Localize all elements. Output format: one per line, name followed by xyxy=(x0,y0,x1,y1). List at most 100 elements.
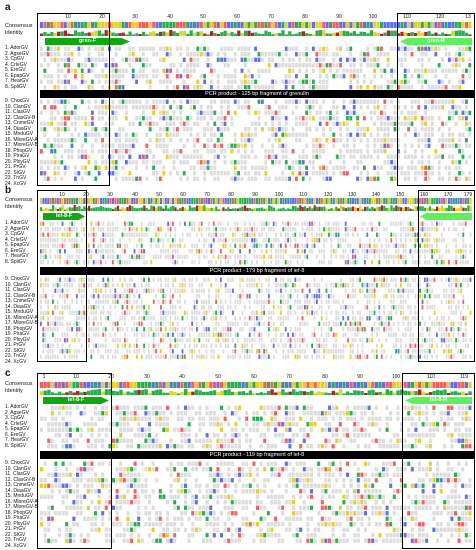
alignment-cell xyxy=(261,85,264,90)
alignment-cell xyxy=(376,249,378,254)
alignment-cell xyxy=(437,63,441,68)
alignment-cell xyxy=(196,79,200,84)
alignment-cell xyxy=(421,327,424,332)
alignment-cell xyxy=(337,321,340,326)
alignment-cell xyxy=(416,354,419,359)
identity-bar xyxy=(428,392,433,395)
alignment-cell xyxy=(233,110,237,115)
alignment-cell xyxy=(354,260,357,265)
alignment-cell xyxy=(424,232,426,237)
alignment-cell xyxy=(424,294,426,299)
alignment-cell xyxy=(142,68,145,73)
alignment-cell xyxy=(198,332,201,337)
alignment-cell xyxy=(366,283,369,288)
alignment-cell xyxy=(150,321,153,326)
alignment-cell xyxy=(434,99,438,104)
consensus-cell xyxy=(160,198,162,204)
alignment-cell xyxy=(400,288,402,293)
alignment-cell xyxy=(104,232,107,237)
alignment-cell xyxy=(298,116,302,121)
alignment-cell xyxy=(196,176,200,181)
alignment-cell xyxy=(246,349,249,354)
alignment-cell xyxy=(409,310,412,315)
alignment-cell xyxy=(223,160,227,165)
alignment-cell xyxy=(76,249,78,254)
alignment-cell xyxy=(366,354,369,359)
identity-bar xyxy=(274,392,278,395)
alignment-cell xyxy=(80,154,84,159)
alignment-cell xyxy=(260,243,263,248)
alignment-cell xyxy=(76,232,78,237)
consensus-cell xyxy=(145,198,148,204)
alignment-cell xyxy=(376,63,380,68)
identity-bar xyxy=(380,205,383,211)
alignment-cell xyxy=(465,143,468,148)
alignment-cell xyxy=(376,277,378,282)
alignment-cell xyxy=(347,232,349,237)
alignment-cell xyxy=(289,260,292,265)
alignment-cell xyxy=(244,338,246,343)
alignment-cell xyxy=(152,288,155,293)
alignment-cell xyxy=(145,310,148,315)
alignment-cell xyxy=(313,332,316,337)
alignment-cell xyxy=(260,354,263,359)
alignment-cell xyxy=(409,283,412,288)
alignment-cell xyxy=(404,354,407,359)
alignment-cell xyxy=(455,283,457,288)
alignment-cell xyxy=(92,277,95,282)
alignment-cell xyxy=(70,138,74,143)
alignment-cell xyxy=(288,165,291,170)
alignment-cell xyxy=(400,243,402,248)
alignment-cell xyxy=(181,238,184,243)
tick-label: 60 xyxy=(180,192,186,198)
alignment-cell xyxy=(158,411,162,416)
alignment-cell xyxy=(61,316,64,321)
alignment-cell xyxy=(308,283,311,288)
alignment-cell xyxy=(172,127,176,132)
alignment-cell xyxy=(296,288,299,293)
alignment-cell xyxy=(267,127,271,132)
alignment-cell xyxy=(179,105,183,110)
alignment-cell xyxy=(424,52,427,57)
alignment-cell xyxy=(386,127,390,132)
alignment-cell xyxy=(270,260,273,265)
alignment-cell xyxy=(172,154,176,159)
consensus-cell xyxy=(440,198,443,204)
consensus-label: Consensus xyxy=(5,23,33,29)
consensus-cell xyxy=(205,198,208,204)
alignment-cell xyxy=(272,221,275,226)
alignment-cell xyxy=(59,321,61,326)
identity-bar xyxy=(124,208,127,211)
alignment-cell xyxy=(258,299,261,304)
alignment-cell xyxy=(159,46,162,51)
alignment-cell xyxy=(101,74,104,79)
consensus-cell xyxy=(198,198,201,204)
alignment-cell xyxy=(376,85,380,90)
alignment-cell xyxy=(437,116,441,121)
alignment-cell xyxy=(145,288,148,293)
alignment-cell xyxy=(220,105,223,110)
alignment-cell xyxy=(410,46,414,51)
alignment-cell xyxy=(88,254,90,259)
alignment-cell xyxy=(114,138,118,143)
alignment-cell xyxy=(311,227,313,232)
alignment-cell xyxy=(142,74,145,79)
identity-bar xyxy=(364,392,368,395)
alignment-cell xyxy=(116,243,119,248)
alignment-cell xyxy=(148,305,150,310)
alignment-cell xyxy=(436,316,438,321)
alignment-cell xyxy=(257,85,261,90)
alignment-cell xyxy=(280,310,282,315)
alignment-cell xyxy=(90,249,93,254)
alignment-cell xyxy=(301,176,305,181)
alignment-cell xyxy=(227,74,230,79)
consensus-cell xyxy=(43,22,47,28)
alignment-cell xyxy=(169,116,172,121)
alignment-cell xyxy=(256,299,258,304)
alignment-cell xyxy=(124,277,126,282)
alignment-cell xyxy=(223,127,227,132)
alignment-cell xyxy=(227,288,229,293)
alignment-cell xyxy=(44,343,47,348)
panel-c: c Consensus Identity 1 10 20 30 40 50 60… xyxy=(0,368,476,550)
alignment-cell xyxy=(126,294,129,299)
